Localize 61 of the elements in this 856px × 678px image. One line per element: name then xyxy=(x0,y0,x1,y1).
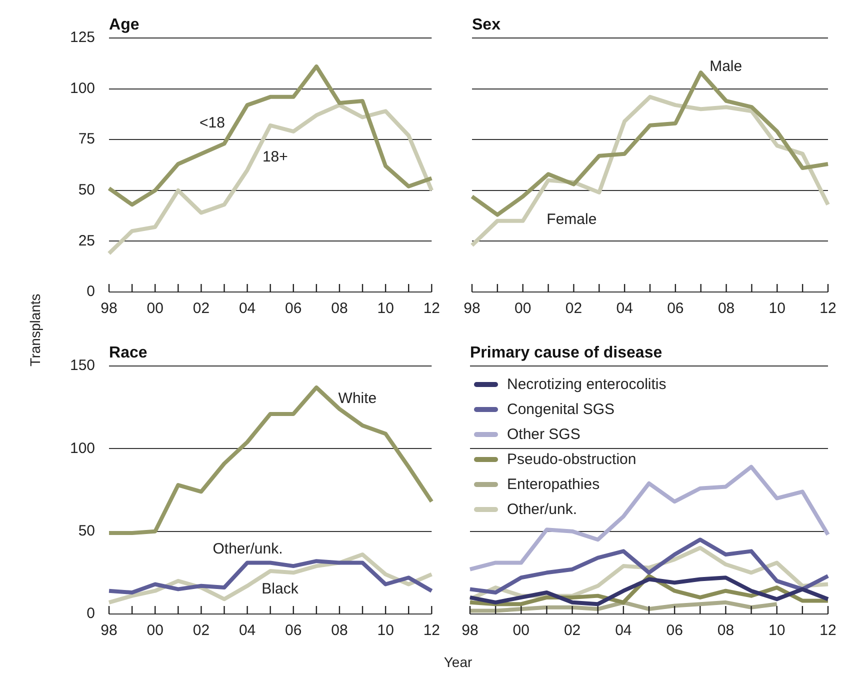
x-tick-label: 08 xyxy=(331,622,348,640)
y-tick-label: 125 xyxy=(70,29,96,46)
x-tick-label: 04 xyxy=(615,622,632,640)
x-tick-label: 10 xyxy=(768,622,786,640)
chart-title: Primary cause of disease xyxy=(470,344,662,362)
y-tick-label: 0 xyxy=(86,605,96,622)
x-tick-label: 02 xyxy=(192,622,210,640)
x-tick-label: 00 xyxy=(146,622,164,640)
series-label: White xyxy=(338,390,377,408)
legend-label: Other SGS xyxy=(507,425,580,445)
x-tick-label: 06 xyxy=(666,622,683,640)
legend-label: Enteropathies xyxy=(507,475,600,495)
x-tick-label: 12 xyxy=(423,300,440,318)
y-tick-label: 100 xyxy=(70,80,96,97)
chart-title: Age xyxy=(109,16,140,34)
y-tick-label: 100 xyxy=(70,440,96,457)
x-tick-label: 12 xyxy=(820,622,836,640)
x-tick-label: 00 xyxy=(514,300,532,318)
x-tick-label: 06 xyxy=(285,300,302,318)
x-tick-label: 98 xyxy=(100,300,118,318)
series-label: 18+ xyxy=(262,148,288,166)
x-tick-label: 98 xyxy=(462,622,478,640)
x-tick-label: 10 xyxy=(377,622,394,640)
series-label: Female xyxy=(546,210,597,228)
x-axis-title: Year xyxy=(444,654,472,670)
legend-label: Necrotizing enterocolitis xyxy=(507,375,666,395)
x-tick-label: 12 xyxy=(820,300,836,318)
y-axis-title: Transplants xyxy=(27,294,43,366)
y-tick-label: 50 xyxy=(78,182,96,199)
y-tick-label: 0 xyxy=(86,283,96,300)
chart-title: Sex xyxy=(472,16,501,34)
legend-label: Other/unk. xyxy=(507,500,578,520)
x-tick-label: 04 xyxy=(238,622,256,640)
x-tick-label: 98 xyxy=(100,622,118,640)
x-tick-label: 02 xyxy=(565,300,582,318)
series-label: <18 xyxy=(200,114,225,132)
x-tick-label: 10 xyxy=(377,300,394,318)
y-tick-label: 150 xyxy=(70,357,96,374)
y-tick-label: 75 xyxy=(78,130,96,148)
legend-label: Congenital SGS xyxy=(507,400,615,420)
y-tick-label: 25 xyxy=(78,232,96,250)
series-label: Other/unk. xyxy=(212,540,283,558)
chart-title: Race xyxy=(109,344,148,362)
y-tick-label: 50 xyxy=(78,522,96,540)
x-tick-label: 04 xyxy=(616,300,633,318)
series-label: Black xyxy=(262,580,299,598)
x-tick-label: 10 xyxy=(768,300,786,318)
x-tick-label: 02 xyxy=(564,622,581,640)
legend-label: Pseudo-obstruction xyxy=(507,450,636,470)
x-tick-label: 08 xyxy=(718,300,735,318)
x-tick-label: 08 xyxy=(331,300,348,318)
x-tick-label: 00 xyxy=(146,300,164,318)
x-tick-label: 06 xyxy=(667,300,684,318)
x-tick-label: 06 xyxy=(285,622,302,640)
x-tick-label: 08 xyxy=(717,622,734,640)
series-label: Male xyxy=(710,58,742,75)
x-tick-label: 12 xyxy=(423,622,440,640)
x-tick-label: 04 xyxy=(238,300,256,318)
x-tick-label: 98 xyxy=(464,300,480,318)
x-tick-label: 02 xyxy=(192,300,210,318)
x-tick-label: 00 xyxy=(512,622,530,640)
